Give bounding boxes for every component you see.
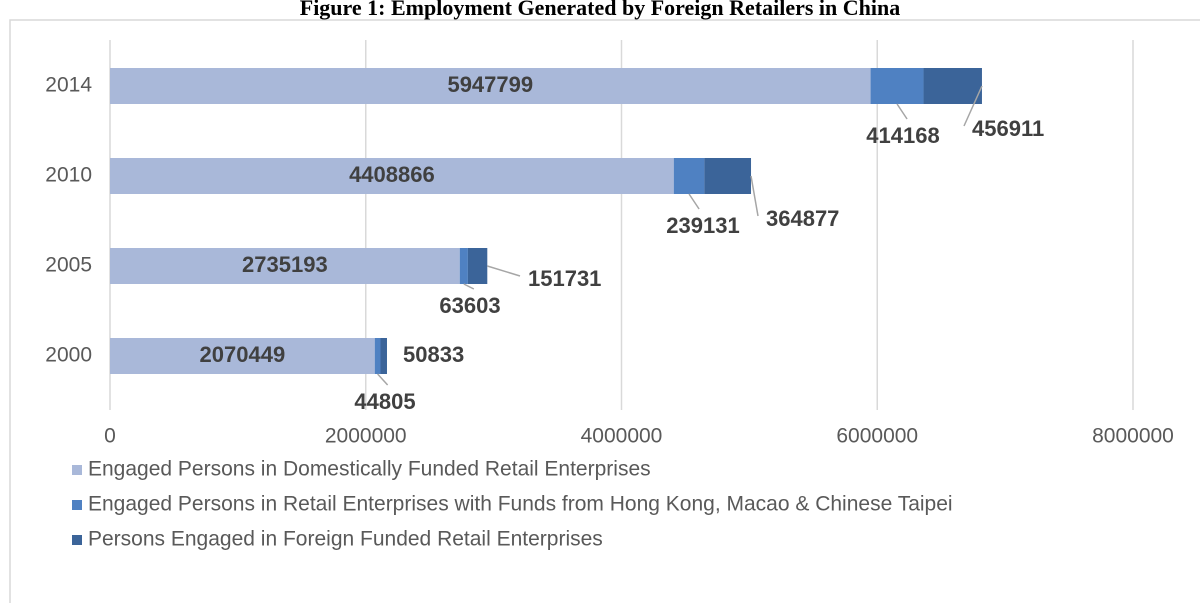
legend-swatch: [72, 465, 82, 475]
data-label: 456911: [972, 116, 1044, 141]
bar-segment: [704, 158, 752, 194]
bar-segment: [467, 248, 488, 284]
data-label: 414168: [866, 123, 939, 148]
legend-swatch: [72, 535, 82, 545]
chart-frame: [9, 19, 1200, 603]
leader-line: [963, 85, 983, 127]
data-label: 239131: [666, 213, 739, 238]
leader-line: [688, 193, 700, 210]
data-label: 364877: [766, 206, 839, 231]
leader-line: [750, 175, 759, 217]
data-label: 5947799: [447, 72, 533, 97]
leader-line: [896, 103, 908, 120]
leader-line: [377, 373, 389, 386]
bar-segment: [870, 68, 924, 104]
x-tick-label: 2000000: [325, 425, 407, 448]
bar-segment: [110, 158, 674, 194]
leader-line: [463, 283, 475, 290]
data-label: 63603: [439, 293, 500, 318]
legend-label: Persons Engaged in Foreign Funded Retail…: [88, 528, 603, 551]
legend-label: Engaged Persons in Domestically Funded R…: [88, 458, 651, 481]
x-tick-label: 6000000: [836, 425, 918, 448]
bar-segment: [110, 68, 871, 104]
data-label: 151731: [528, 266, 601, 291]
x-tick-label: 4000000: [581, 425, 663, 448]
bar-segment: [110, 338, 375, 374]
x-tick-label: 0: [104, 425, 116, 448]
data-label: 44805: [354, 389, 415, 414]
bar-segment: [380, 338, 387, 374]
chart-title: Figure 1: Employment Generated by Foreig…: [300, 0, 900, 20]
bar-segment: [374, 338, 381, 374]
bar-segment: [459, 248, 468, 284]
y-tick-label: 2014: [45, 74, 92, 97]
bar-segment: [923, 68, 982, 104]
legend-swatch: [72, 500, 82, 510]
bar-segment: [110, 248, 460, 284]
data-label: 4408866: [349, 162, 435, 187]
data-label: 2735193: [242, 252, 328, 277]
y-tick-label: 2010: [45, 164, 92, 187]
y-tick-label: 2005: [45, 254, 92, 277]
data-label: 50833: [403, 342, 464, 367]
leader-line: [487, 265, 521, 277]
data-label: 2070449: [200, 342, 286, 367]
bar-segment: [673, 158, 705, 194]
y-tick-label: 2000: [45, 344, 92, 367]
legend-label: Engaged Persons in Retail Enterprises wi…: [88, 493, 953, 516]
x-tick-label: 8000000: [1092, 425, 1174, 448]
